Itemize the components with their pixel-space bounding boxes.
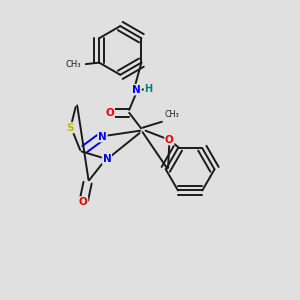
Text: N: N [98, 132, 107, 142]
Text: CH₃: CH₃ [165, 110, 180, 119]
Text: O: O [106, 108, 114, 118]
Text: S: S [66, 123, 74, 133]
Text: O: O [79, 197, 88, 207]
Text: H: H [145, 84, 153, 94]
Text: N: N [132, 85, 141, 95]
Text: O: O [165, 135, 174, 145]
Text: N: N [103, 154, 111, 164]
Text: CH₃: CH₃ [66, 60, 81, 69]
